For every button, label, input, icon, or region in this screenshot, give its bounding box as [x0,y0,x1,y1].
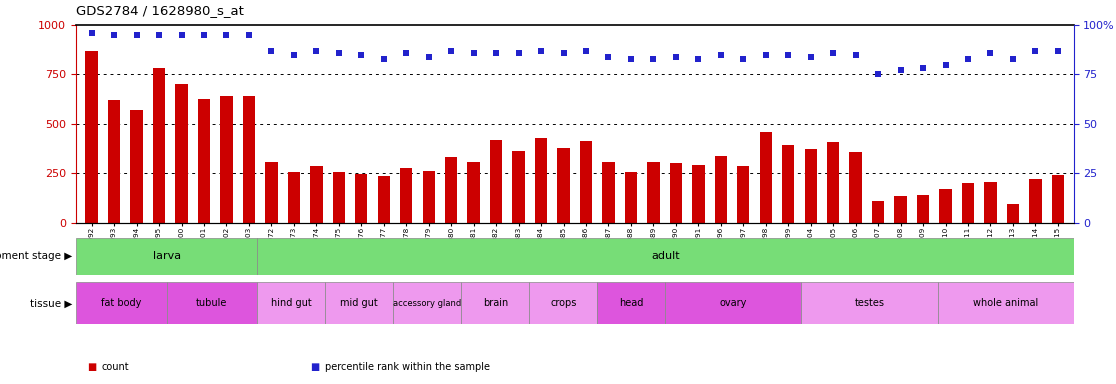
Bar [445,157,458,223]
Bar [603,162,615,223]
Bar [333,172,345,223]
Bar [512,151,525,223]
Bar [423,171,435,223]
Bar [108,100,121,223]
Bar [76,282,166,324]
Bar [827,142,839,223]
Bar [266,162,278,223]
Bar [377,176,389,223]
Bar [917,195,930,223]
Text: fat body: fat body [102,298,142,308]
Bar [1007,204,1019,223]
Bar [625,172,637,223]
Bar [849,152,862,223]
Text: tubule: tubule [196,298,228,308]
Bar [76,238,258,275]
Bar [535,138,547,223]
Bar [782,145,795,223]
Text: ovary: ovary [720,298,747,308]
Bar [714,156,727,223]
Text: GDS2784 / 1628980_s_at: GDS2784 / 1628980_s_at [76,4,243,17]
Bar [198,99,210,223]
Bar [490,140,502,223]
Bar [355,174,367,223]
Bar [984,182,997,223]
Text: hind gut: hind gut [271,298,311,308]
Bar [243,96,256,223]
Bar [557,147,569,223]
Bar [801,282,937,324]
Bar [1051,175,1064,223]
Bar [529,282,597,324]
Text: adult: adult [651,251,680,262]
Bar [647,162,660,223]
Bar [962,183,974,223]
Bar [805,149,817,223]
Bar [400,168,413,223]
Text: tissue ▶: tissue ▶ [30,298,73,308]
Bar [258,238,1074,275]
Bar [166,282,258,324]
Bar [220,96,232,223]
Text: accessory gland: accessory gland [393,299,462,308]
Text: count: count [102,362,129,372]
Bar [468,162,480,223]
Bar [894,196,906,223]
Bar [86,51,98,223]
Bar [288,172,300,223]
Bar [326,282,393,324]
Bar [580,141,593,223]
Bar [940,189,952,223]
Text: crops: crops [550,298,577,308]
Text: larva: larva [153,251,181,262]
Bar [665,282,801,324]
Text: development stage ▶: development stage ▶ [0,251,73,262]
Text: whole animal: whole animal [973,298,1038,308]
Text: brain: brain [483,298,508,308]
Bar [760,132,772,223]
Bar [258,282,326,324]
Bar [393,282,461,324]
Bar [872,201,884,223]
Bar [737,166,750,223]
Bar [1029,179,1041,223]
Bar [692,166,704,223]
Text: ■: ■ [310,362,319,372]
Text: testes: testes [855,298,885,308]
Text: ■: ■ [87,362,96,372]
Text: mid gut: mid gut [340,298,378,308]
Bar [310,166,323,223]
Bar [175,84,187,223]
Bar [597,282,665,324]
Bar [153,68,165,223]
Bar [131,110,143,223]
Bar [670,164,682,223]
Text: head: head [619,298,644,308]
Bar [937,282,1074,324]
Text: percentile rank within the sample: percentile rank within the sample [325,362,490,372]
Bar [461,282,529,324]
